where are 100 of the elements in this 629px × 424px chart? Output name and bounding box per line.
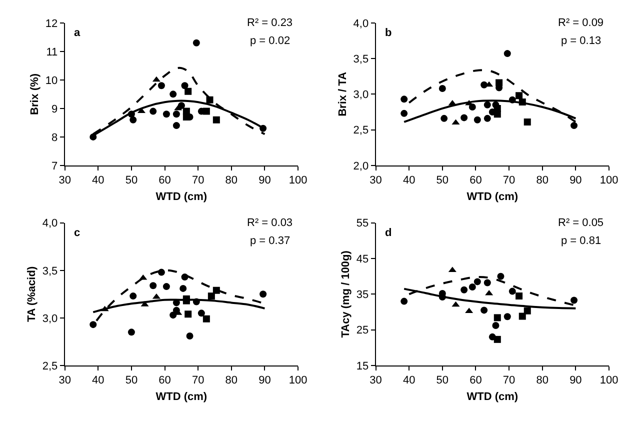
x-tick-label: 80 — [536, 174, 549, 187]
y-tick-label: 8 — [52, 132, 58, 144]
point — [90, 321, 97, 328]
x-tick-label: 60 — [158, 374, 171, 387]
x-tick-label: 30 — [370, 374, 382, 387]
y-tick-label: 35 — [356, 289, 369, 302]
x-tick-label: 40 — [92, 374, 104, 387]
x-axis-title: WTD (cm) — [156, 190, 208, 203]
point — [130, 292, 137, 300]
x-tick-label: 90 — [570, 174, 582, 187]
point — [468, 284, 476, 291]
x-tick-label: 50 — [436, 174, 449, 187]
y-tick-label: 55 — [356, 218, 369, 230]
x-tick-label: 70 — [192, 374, 204, 387]
point — [172, 122, 180, 130]
x-tick-label: 100 — [600, 174, 618, 187]
point — [192, 39, 200, 46]
point — [497, 272, 504, 280]
y-tick-label: 7 — [52, 160, 58, 172]
annotation: R² = 0.03 — [247, 217, 293, 229]
point — [480, 81, 488, 88]
point — [504, 50, 511, 58]
x-tick-label: 50 — [125, 174, 138, 187]
point — [448, 266, 456, 272]
point — [206, 96, 214, 104]
point — [484, 279, 491, 286]
point — [508, 288, 516, 295]
x-axis-title: WTD (cm) — [466, 390, 518, 403]
point — [208, 292, 215, 300]
point — [158, 268, 165, 276]
y-tick-label: 3,5 — [42, 265, 58, 278]
x-tick-label: 70 — [502, 174, 516, 187]
annotation: p = 0.37 — [250, 235, 290, 247]
annotation: p = 0.81 — [561, 235, 602, 247]
point — [494, 314, 501, 322]
point — [184, 310, 192, 318]
point — [181, 82, 188, 90]
y-tick-label: 3,5 — [353, 53, 369, 66]
annotation: p = 0.13 — [561, 35, 602, 47]
x-tick-label: 90 — [258, 374, 271, 387]
point — [465, 308, 474, 314]
y-tick-label: 15 — [356, 360, 369, 372]
y-axis-title: Brix / TA — [336, 72, 349, 116]
y-tick-label: 3,0 — [353, 89, 369, 102]
chart-title: b — [385, 27, 392, 39]
x-tick-label: 90 — [570, 374, 582, 387]
point — [494, 110, 501, 118]
point — [128, 328, 135, 336]
x-tick-label: 80 — [225, 174, 238, 187]
point — [492, 322, 500, 330]
point — [172, 110, 180, 118]
annotation: R² = 0.23 — [247, 17, 293, 29]
y-axis-title: Brix (%) — [29, 73, 42, 115]
point — [202, 108, 210, 115]
x-tick-label: 60 — [470, 174, 482, 187]
point — [516, 292, 523, 300]
x-tick-label: 100 — [288, 374, 308, 387]
annotation: R² = 0.09 — [558, 17, 604, 29]
point — [170, 90, 177, 98]
point — [516, 92, 523, 100]
point — [524, 118, 531, 126]
y-tick-label: 10 — [45, 74, 58, 87]
x-tick-label: 80 — [536, 374, 549, 387]
y-tick-label: 4,0 — [353, 18, 369, 30]
x-tick-label: 40 — [402, 374, 416, 387]
x-tick-label: 80 — [225, 374, 238, 387]
point — [182, 113, 190, 120]
point — [524, 307, 531, 314]
point — [212, 286, 220, 294]
point — [162, 110, 170, 118]
point — [468, 104, 476, 111]
x-tick-label: 40 — [92, 174, 104, 187]
point — [180, 284, 187, 292]
y-tick-label: 2,0 — [353, 160, 369, 172]
point — [485, 290, 494, 296]
x-tick-label: 60 — [470, 374, 482, 387]
y-axis-title: TAcy (mg / 100g) — [340, 250, 352, 338]
chart-title: c — [74, 227, 80, 239]
y-tick-label: 9 — [52, 103, 58, 116]
point — [400, 96, 408, 103]
point — [460, 114, 468, 122]
point — [484, 114, 491, 122]
y-tick-label: 45 — [356, 253, 369, 266]
x-tick-label: 30 — [58, 174, 71, 187]
point — [198, 310, 205, 317]
point — [152, 76, 160, 82]
point — [480, 306, 488, 314]
point — [162, 283, 170, 290]
y-tick-label: 4,0 — [42, 218, 58, 230]
x-tick-label: 100 — [288, 174, 308, 187]
point — [400, 298, 408, 305]
point — [460, 286, 468, 294]
point — [474, 116, 481, 124]
y-tick-label: 12 — [45, 18, 58, 30]
x-axis-title: WTD (cm) — [466, 190, 518, 203]
point — [570, 122, 578, 130]
point — [184, 88, 192, 95]
y-tick-label: 25 — [356, 324, 369, 337]
x-tick-label: 90 — [258, 174, 271, 187]
x-tick-label: 50 — [125, 374, 138, 387]
